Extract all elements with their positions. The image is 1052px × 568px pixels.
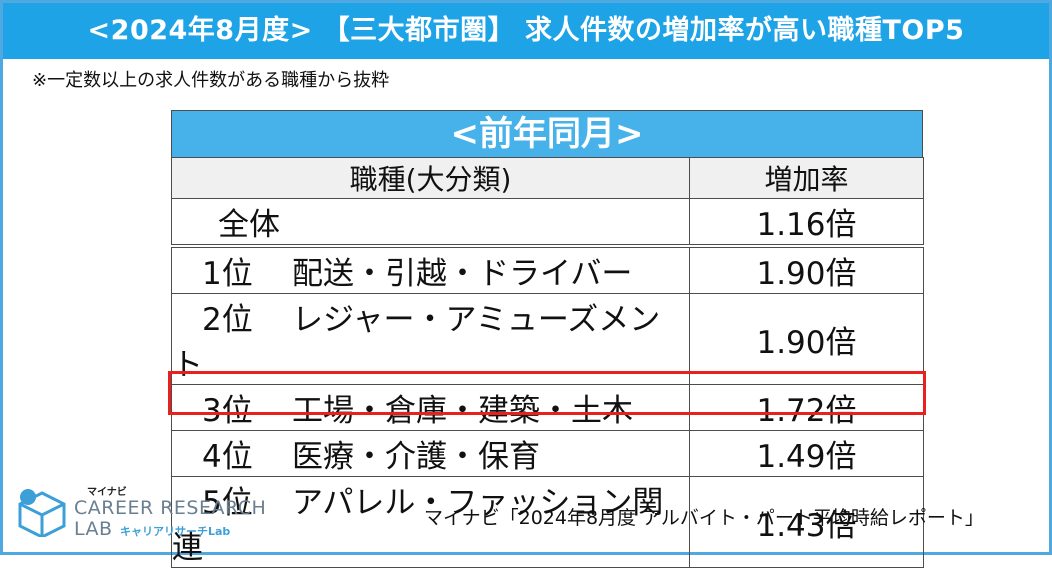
table-header: <前年同月>: [171, 110, 923, 157]
column-header-rate: 増加率: [689, 157, 924, 199]
category-label: レジャー・アミューズメント: [172, 302, 661, 383]
footnote: ※一定数以上の求人件数がある職種から抜粋: [32, 70, 390, 91]
total-label: 全体: [218, 207, 280, 243]
rank-label: 4位: [202, 439, 253, 475]
source-citation: マイナビ「2024年8月度 アルバイト・パート平均時給レポート」: [424, 507, 984, 529]
brand-sub: キャリアリサーチLab: [120, 525, 231, 538]
rank-label: 2位: [202, 302, 253, 338]
category-label: 工場・倉庫・建築・土木: [292, 393, 633, 429]
brand-main: CAREER RESEARCH: [74, 497, 267, 519]
table-row: 3位 工場・倉庫・建築・土木 1.72倍: [171, 384, 924, 431]
category-label: 配送・引越・ドライバー: [292, 256, 633, 292]
career-research-lab-logo: マイナビ CAREER RESEARCH LAB キャリアリサーチLab: [14, 483, 274, 540]
column-header-row: 職種(大分類) 増加率: [171, 157, 924, 199]
total-rate: 1.16倍: [689, 198, 924, 248]
rank-label: 3位: [202, 393, 253, 429]
total-row: 全体 1.16倍: [171, 198, 924, 248]
slide-title: <2024年8月度> 【三大都市圏】 求人件数の増加率が高い職種TOP5: [3, 3, 1049, 59]
ranking-table: <前年同月> 職種(大分類) 増加率 全体 1.16倍 1位 配送・引越・ドライバ…: [171, 110, 924, 568]
rate-value: 1.43倍: [689, 476, 924, 568]
ranking-grid: 職種(大分類) 増加率 全体 1.16倍 1位 配送・引越・ドライバー 1.90倍…: [171, 157, 924, 568]
table-row: 2位 レジャー・アミューズメント 1.90倍: [171, 293, 924, 385]
table-row-highlighted: 4位 医療・介護・保育 1.49倍: [171, 430, 924, 477]
rate-value: 1.72倍: [689, 384, 924, 431]
rank-label: 5位: [202, 485, 253, 521]
brand-small: マイナビ: [87, 487, 127, 498]
cube-logo-icon: [18, 489, 66, 537]
rate-value: 1.90倍: [689, 245, 924, 294]
rate-value: 1.90倍: [689, 293, 924, 385]
table-row: 5位 アパレル・ファッション関連 1.43倍: [171, 476, 924, 568]
brand-lab: LAB: [74, 518, 113, 540]
column-header-category: 職種(大分類): [171, 157, 690, 199]
rank-label: 1位: [202, 256, 253, 292]
table-row: 1位 配送・引越・ドライバー 1.90倍: [171, 245, 924, 294]
category-label: 医療・介護・保育: [292, 439, 540, 475]
rate-value: 1.49倍: [689, 430, 924, 477]
